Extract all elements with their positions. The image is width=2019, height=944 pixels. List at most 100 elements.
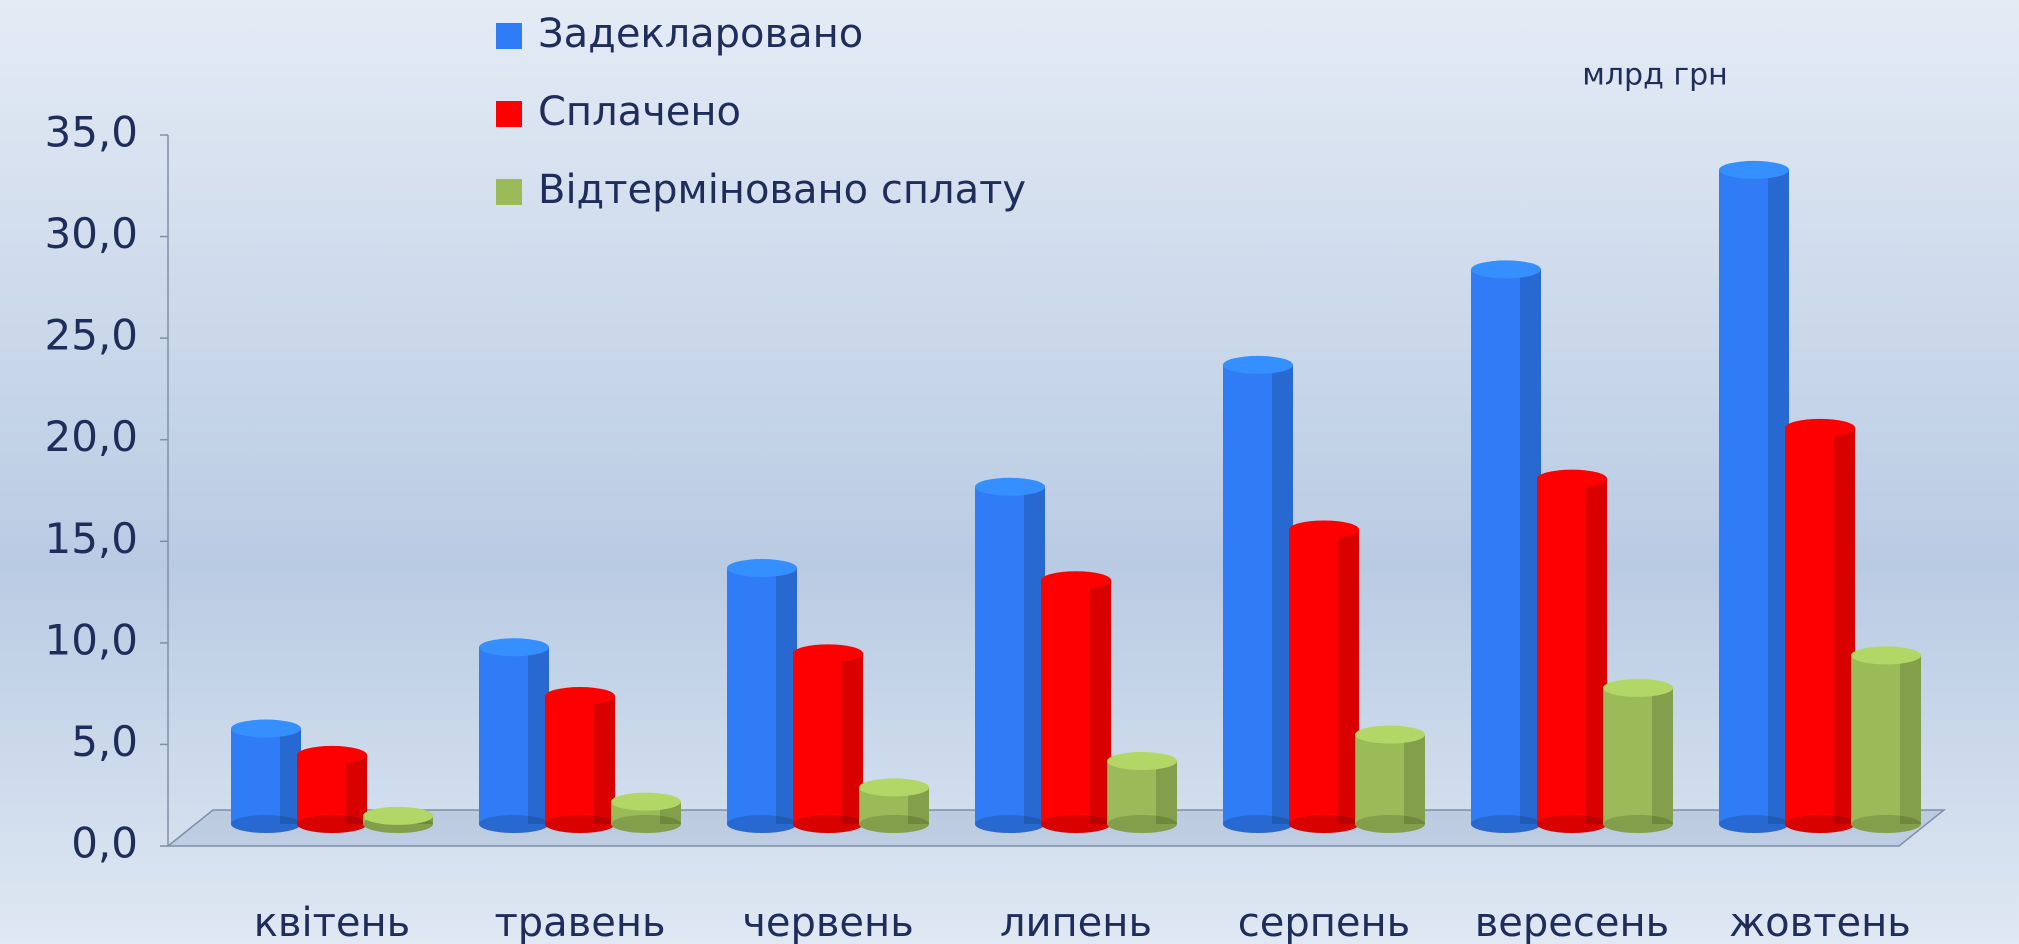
bar-bottom <box>545 815 615 833</box>
bar <box>1537 469 1607 833</box>
bar-body <box>297 754 367 824</box>
y-tick-label: 15,0 <box>44 514 138 563</box>
bar-top <box>1107 752 1177 771</box>
y-tick-label: 5,0 <box>71 717 138 766</box>
bar-shadow <box>776 568 797 824</box>
legend-swatch <box>496 23 522 49</box>
bar-body <box>1537 478 1607 824</box>
bar-bottom <box>1289 815 1359 833</box>
bar-shadow <box>594 696 615 824</box>
bar-body <box>1851 655 1921 824</box>
bar-body <box>793 653 863 824</box>
bar-top <box>231 719 301 738</box>
bar-bottom <box>1851 815 1921 833</box>
bar-top <box>479 638 549 657</box>
bar <box>363 806 433 833</box>
x-tick-label: квітень <box>254 900 410 944</box>
bar-top <box>1851 646 1921 665</box>
x-tick-label: серпень <box>1238 900 1410 944</box>
bar-body <box>1719 169 1789 824</box>
bar-top <box>1289 520 1359 539</box>
legend-label: Сплачено <box>538 89 741 135</box>
bar-top <box>1537 469 1607 488</box>
bar-shadow <box>1834 427 1855 824</box>
y-tick-label: 35,0 <box>44 108 138 157</box>
bar <box>1041 571 1111 833</box>
bar <box>1355 725 1425 833</box>
x-tick-label: червень <box>742 900 914 944</box>
bar-top <box>727 559 797 578</box>
bar-top <box>611 792 681 811</box>
x-tick-label: вересень <box>1475 900 1670 944</box>
bar <box>1223 355 1293 833</box>
y-tick-label: 20,0 <box>44 412 138 461</box>
bar-top <box>975 477 1045 496</box>
bar-top <box>793 644 863 663</box>
x-tick-label: липень <box>1000 900 1152 944</box>
bar-bottom <box>859 815 929 833</box>
bar-top <box>859 778 929 797</box>
bar-bottom <box>1355 815 1425 833</box>
bar-top <box>1355 725 1425 744</box>
bar <box>1107 752 1177 833</box>
bar-shadow <box>1024 486 1045 824</box>
bar <box>793 644 863 833</box>
bar-body <box>1471 269 1541 824</box>
bar-bottom <box>231 815 301 833</box>
bar-body <box>1785 427 1855 824</box>
bar-bottom <box>1719 815 1789 833</box>
legend-swatch <box>496 101 522 127</box>
bar-top <box>1223 355 1293 374</box>
bar-shadow <box>1652 687 1673 824</box>
bar-body <box>1107 761 1177 824</box>
bar-shadow <box>280 728 301 824</box>
bar <box>231 719 301 833</box>
bar-bottom <box>1107 815 1177 833</box>
bar-bottom <box>1471 815 1541 833</box>
bar-shadow <box>1272 364 1293 824</box>
bar-top <box>545 687 615 706</box>
y-tick-label: 30,0 <box>44 209 138 258</box>
legend-label: Відтерміновано сплату <box>538 167 1026 213</box>
bar <box>611 792 681 833</box>
legend-label: Задекларовано <box>538 11 863 57</box>
bar-shadow <box>1156 761 1177 824</box>
bar-bottom <box>1537 815 1607 833</box>
bar <box>479 638 549 833</box>
bar-bottom <box>297 815 367 833</box>
bar <box>1289 520 1359 833</box>
bar-shadow <box>1090 580 1111 824</box>
bar-top <box>1471 260 1541 279</box>
x-tick-label: травень <box>494 900 665 944</box>
y-tick-label: 0,0 <box>71 819 138 868</box>
bar-bottom <box>1603 815 1673 833</box>
bar-body <box>231 728 301 824</box>
bar-shadow <box>346 754 367 824</box>
bar-bottom <box>1041 815 1111 833</box>
bar <box>1603 678 1673 833</box>
unit-label: млрд грн <box>1582 58 1728 93</box>
bar-bottom <box>727 815 797 833</box>
bar <box>1719 160 1789 833</box>
y-tick-label: 25,0 <box>44 311 138 360</box>
bar <box>727 559 797 833</box>
bar-bottom <box>611 815 681 833</box>
bar-top <box>1785 418 1855 437</box>
y-tick-label: 10,0 <box>44 615 138 664</box>
bar-top <box>363 806 433 825</box>
bar-bottom <box>793 815 863 833</box>
bar-shadow <box>1586 478 1607 824</box>
bar-bottom <box>1785 815 1855 833</box>
bar-body <box>1223 364 1293 824</box>
bar-top <box>1719 160 1789 179</box>
bar <box>975 477 1045 833</box>
legend-swatch <box>496 179 522 205</box>
bar-shadow <box>842 653 863 824</box>
bar <box>1785 418 1855 833</box>
bar-shadow <box>1404 734 1425 824</box>
x-tick-label: жовтень <box>1729 900 1911 944</box>
bar <box>859 778 929 833</box>
bar-top <box>1603 678 1673 697</box>
bar <box>1851 646 1921 833</box>
